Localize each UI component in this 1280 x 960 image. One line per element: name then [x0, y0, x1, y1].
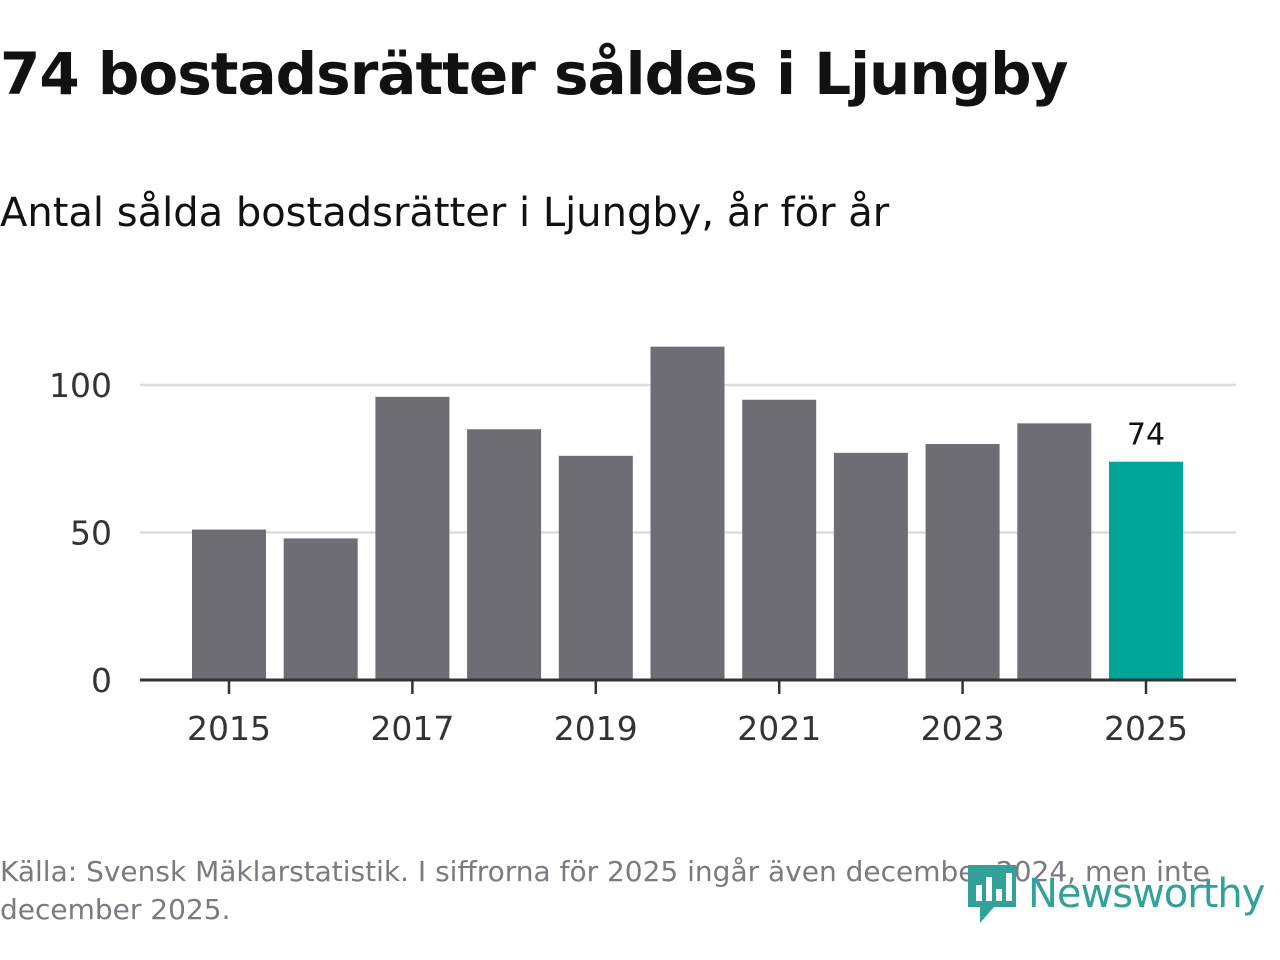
bar-2016 [284, 538, 358, 680]
bar-chart: 0 50 100 2015 2017 2019 2021 2023 2025 74 [0, 0, 1280, 820]
y-tick-label: 100 [49, 366, 112, 405]
newsworthy-logo: Newsworthy [964, 860, 1264, 928]
bar-2023 [926, 444, 1000, 680]
x-tick-label: 2021 [737, 709, 821, 748]
bar-2021 [742, 400, 816, 680]
y-tick-label: 0 [91, 661, 112, 700]
data-label-2025: 74 [1127, 418, 1165, 453]
axes [140, 680, 1236, 694]
bar-2017 [375, 397, 449, 680]
bar-2024 [1017, 423, 1091, 680]
newsworthy-logo-icon [964, 861, 1020, 927]
y-tick-label: 50 [70, 514, 112, 553]
bar-2025 [1109, 462, 1183, 680]
bar-2015 [192, 530, 266, 680]
bar-2018 [467, 429, 541, 680]
bars [192, 347, 1183, 680]
newsworthy-logo-text: Newsworthy [1028, 871, 1264, 917]
bar-2019 [559, 456, 633, 680]
x-tick-label: 2019 [554, 709, 638, 748]
x-tick-label: 2015 [187, 709, 271, 748]
x-tick-label: 2017 [370, 709, 454, 748]
x-tick-label: 2025 [1104, 709, 1188, 748]
bar-2022 [834, 453, 908, 680]
x-tick-label: 2023 [921, 709, 1005, 748]
bar-2020 [651, 347, 725, 680]
